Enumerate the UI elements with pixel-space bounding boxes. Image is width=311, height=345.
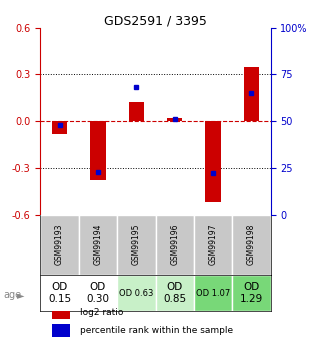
Bar: [244, 67, 259, 121]
Bar: [79, 275, 117, 312]
Bar: [194, 215, 232, 275]
Text: GSM99196: GSM99196: [170, 224, 179, 265]
Text: OD
1.29: OD 1.29: [240, 282, 263, 304]
Text: percentile rank within the sample: percentile rank within the sample: [80, 326, 233, 335]
Text: age: age: [3, 290, 21, 300]
Bar: [129, 102, 144, 121]
Text: GSM99195: GSM99195: [132, 224, 141, 265]
Text: GSM99194: GSM99194: [94, 224, 102, 265]
Bar: [40, 215, 79, 275]
Bar: [52, 305, 70, 319]
Bar: [156, 275, 194, 312]
Text: ►: ►: [17, 290, 25, 300]
Text: OD 0.63: OD 0.63: [119, 289, 154, 298]
Text: OD
0.85: OD 0.85: [163, 282, 186, 304]
Bar: [156, 215, 194, 275]
Title: GDS2591 / 3395: GDS2591 / 3395: [104, 14, 207, 28]
Text: log2 ratio: log2 ratio: [80, 308, 123, 317]
Bar: [194, 275, 232, 312]
Text: GSM99193: GSM99193: [55, 224, 64, 265]
Bar: [52, 121, 67, 134]
Text: OD 1.07: OD 1.07: [196, 289, 230, 298]
Text: GSM99197: GSM99197: [209, 224, 217, 265]
Bar: [117, 215, 156, 275]
Bar: [79, 215, 117, 275]
Bar: [117, 275, 156, 312]
Text: GSM99198: GSM99198: [247, 224, 256, 265]
Bar: [232, 215, 271, 275]
Text: OD
0.30: OD 0.30: [86, 282, 109, 304]
Bar: [232, 275, 271, 312]
Bar: [167, 118, 182, 121]
Text: OD
0.15: OD 0.15: [48, 282, 71, 304]
Bar: [40, 275, 79, 312]
Bar: [205, 121, 221, 202]
Bar: [90, 121, 106, 180]
Bar: [52, 324, 70, 337]
